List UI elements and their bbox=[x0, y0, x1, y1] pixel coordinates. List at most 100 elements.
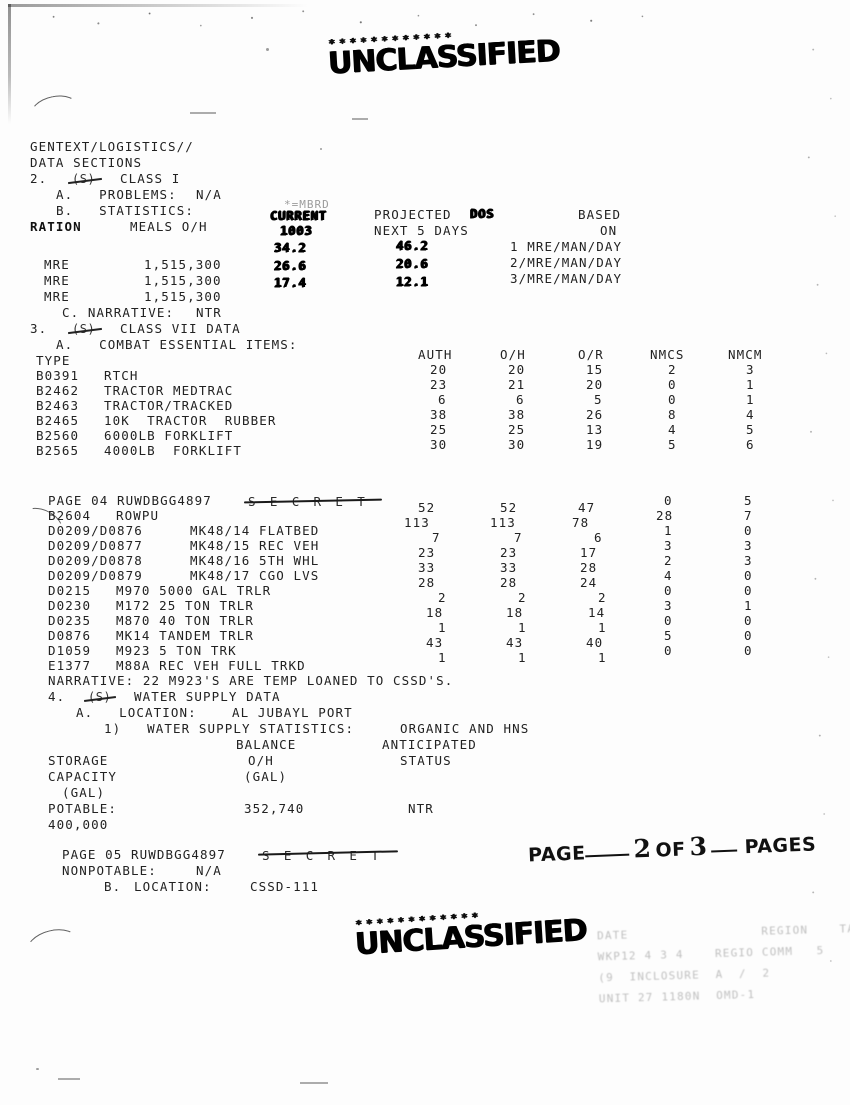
class-i-narrative-label: C. NARRATIVE: bbox=[62, 305, 175, 320]
table-row-oh: 21 bbox=[508, 377, 526, 392]
table-row-or: 15 bbox=[586, 362, 604, 377]
table-row-name: TRACTOR MEDTRAC bbox=[104, 383, 234, 398]
table-row-code: D0209/D0877 bbox=[48, 538, 143, 553]
water-balance-header: BALANCE bbox=[236, 737, 297, 752]
table-row-nmcs: 5 bbox=[668, 437, 677, 452]
table-row-nmcs: 2 bbox=[664, 553, 673, 568]
table-row-name: MK48/17 CGO LVS bbox=[190, 568, 320, 583]
table-row-nmcm: 5 bbox=[744, 493, 753, 508]
of-label: OF bbox=[655, 838, 687, 862]
class-i-problems-value: N/A bbox=[196, 187, 222, 202]
water-location-label: A. LOCATION: bbox=[76, 705, 197, 720]
faded-stamp-line: DATE REGION TA bbox=[596, 922, 850, 943]
table-row-code: D1059 bbox=[48, 643, 92, 658]
class-i-narrative-value: NTR bbox=[196, 305, 222, 320]
table-row-nmcs: 1 bbox=[664, 523, 673, 538]
table-row-or: 28 bbox=[580, 560, 598, 575]
table-row-nmcs: 0 bbox=[664, 643, 673, 658]
table-row-name: M870 40 TON TRLR bbox=[116, 613, 255, 628]
table-row-name: 4000LB FORKLIFT bbox=[104, 443, 243, 458]
table-row-nmcm: 6 bbox=[746, 437, 755, 452]
table-row-auth: 7 bbox=[432, 530, 441, 545]
based-on-subheader: ON bbox=[600, 223, 618, 238]
table-row-auth: 30 bbox=[430, 437, 448, 452]
table-row-name: MK48/16 5TH WHL bbox=[190, 553, 320, 568]
ration-row-current: 34.2 bbox=[274, 240, 307, 255]
class-vii-narrative: NARRATIVE: 22 M923'S ARE TEMP LOANED TO … bbox=[48, 673, 454, 688]
column-header-oh: O/H bbox=[500, 347, 526, 362]
table-row-name: TRACTOR/TRACKED bbox=[104, 398, 234, 413]
class-i-number: 2. bbox=[30, 171, 48, 186]
table-row-or: 19 bbox=[586, 437, 604, 452]
scan-speck bbox=[190, 112, 216, 114]
table-row-nmcs: 28 bbox=[656, 508, 674, 523]
ration-row-current: 26.6 bbox=[274, 258, 307, 273]
table-row-nmcs: 5 bbox=[664, 628, 673, 643]
water-location-b-value: CSSD-111 bbox=[250, 879, 320, 894]
page-break-identifier: PAGE 04 RUWDBGG4897 bbox=[48, 493, 212, 508]
table-row-code: E1377 bbox=[48, 658, 92, 673]
ration-row-projected: 46.2 bbox=[396, 238, 429, 253]
table-row-name: 6000LB FORKLIFT bbox=[104, 428, 234, 443]
table-row-code: D0209/D0878 bbox=[48, 553, 143, 568]
table-row-nmcs: 0 bbox=[668, 377, 677, 392]
table-row-name: ROWPU bbox=[116, 508, 160, 523]
water-location-b-number: B. bbox=[104, 879, 122, 894]
current-header-ghost-overlay: *=MBRD bbox=[284, 198, 330, 211]
table-row-oh: 30 bbox=[508, 437, 526, 452]
page-number-handwritten: 2 bbox=[632, 833, 652, 864]
class-i-problems-label: A. PROBLEMS: bbox=[56, 187, 177, 202]
column-header-nmcm: NMCM bbox=[728, 347, 763, 362]
table-row-name: RTCH bbox=[104, 368, 139, 383]
table-row-nmcs: 8 bbox=[668, 407, 677, 422]
table-row-nmcs: 0 bbox=[664, 583, 673, 598]
table-row-nmcm: 1 bbox=[746, 377, 755, 392]
water-anticipated-header: ANTICIPATED bbox=[382, 737, 477, 752]
table-row-code: D0215 bbox=[48, 583, 92, 598]
table-row-code: D0876 bbox=[48, 628, 92, 643]
table-row-auth: 28 bbox=[418, 575, 436, 590]
scan-speck bbox=[352, 118, 368, 120]
table-row-nmcm: 0 bbox=[744, 523, 753, 538]
faded-stamp-line: (9 INCLOSURE A / 2 bbox=[598, 966, 771, 985]
ration-row-label: MRE bbox=[44, 273, 70, 288]
combat-essential-items-label: A. COMBAT ESSENTIAL ITEMS: bbox=[56, 337, 298, 352]
table-row-nmcm: 0 bbox=[744, 568, 753, 583]
ration-column-header: RATION bbox=[30, 219, 82, 234]
table-row-oh: 7 bbox=[514, 530, 523, 545]
scan-speck bbox=[58, 1078, 80, 1080]
table-row-or: 78 bbox=[572, 515, 590, 530]
water-supply-title: WATER SUPPLY DATA bbox=[134, 689, 281, 704]
table-row-auth: 23 bbox=[418, 545, 436, 560]
ration-row-projected: 20.6 bbox=[396, 256, 429, 271]
projected-dos-overstrike: DOS bbox=[470, 206, 495, 221]
table-row-or: 1 bbox=[598, 650, 607, 665]
water-supply-number: 4. bbox=[48, 689, 66, 704]
water-status-subheader: STATUS bbox=[400, 753, 452, 768]
water-capacity-header: CAPACITY bbox=[48, 769, 118, 784]
ration-row-basis: 2/MRE/MAN/DAY bbox=[510, 255, 623, 270]
table-row-name: M970 5000 GAL TRLR bbox=[116, 583, 272, 598]
gentext-line: GENTEXT/LOGISTICS// bbox=[30, 139, 194, 154]
table-row-oh: 6 bbox=[516, 392, 525, 407]
table-row-nmcs: 0 bbox=[668, 392, 677, 407]
ration-row-projected: 12.1 bbox=[396, 274, 429, 289]
table-row-nmcm: 1 bbox=[744, 598, 753, 613]
column-header-or: O/R bbox=[578, 347, 604, 362]
table-row-auth: 18 bbox=[426, 605, 444, 620]
table-row-or: 24 bbox=[580, 575, 598, 590]
class-i-title: CLASS I bbox=[120, 171, 181, 186]
table-row-auth: 113 bbox=[404, 515, 430, 530]
type-column-label: TYPE bbox=[36, 353, 71, 368]
page-break-identifier: PAGE 05 RUWDBGG4897 bbox=[62, 847, 226, 862]
table-row-oh: 23 bbox=[500, 545, 518, 560]
table-row-nmcs: 4 bbox=[668, 422, 677, 437]
table-row-code: B2463 bbox=[36, 398, 80, 413]
column-header-nmcs: NMCS bbox=[650, 347, 685, 362]
table-row-nmcs: 3 bbox=[664, 538, 673, 553]
table-row-nmcs: 0 bbox=[664, 493, 673, 508]
table-row-or: 13 bbox=[586, 422, 604, 437]
table-row-oh: 1 bbox=[518, 650, 527, 665]
table-row-or: 6 bbox=[594, 530, 603, 545]
